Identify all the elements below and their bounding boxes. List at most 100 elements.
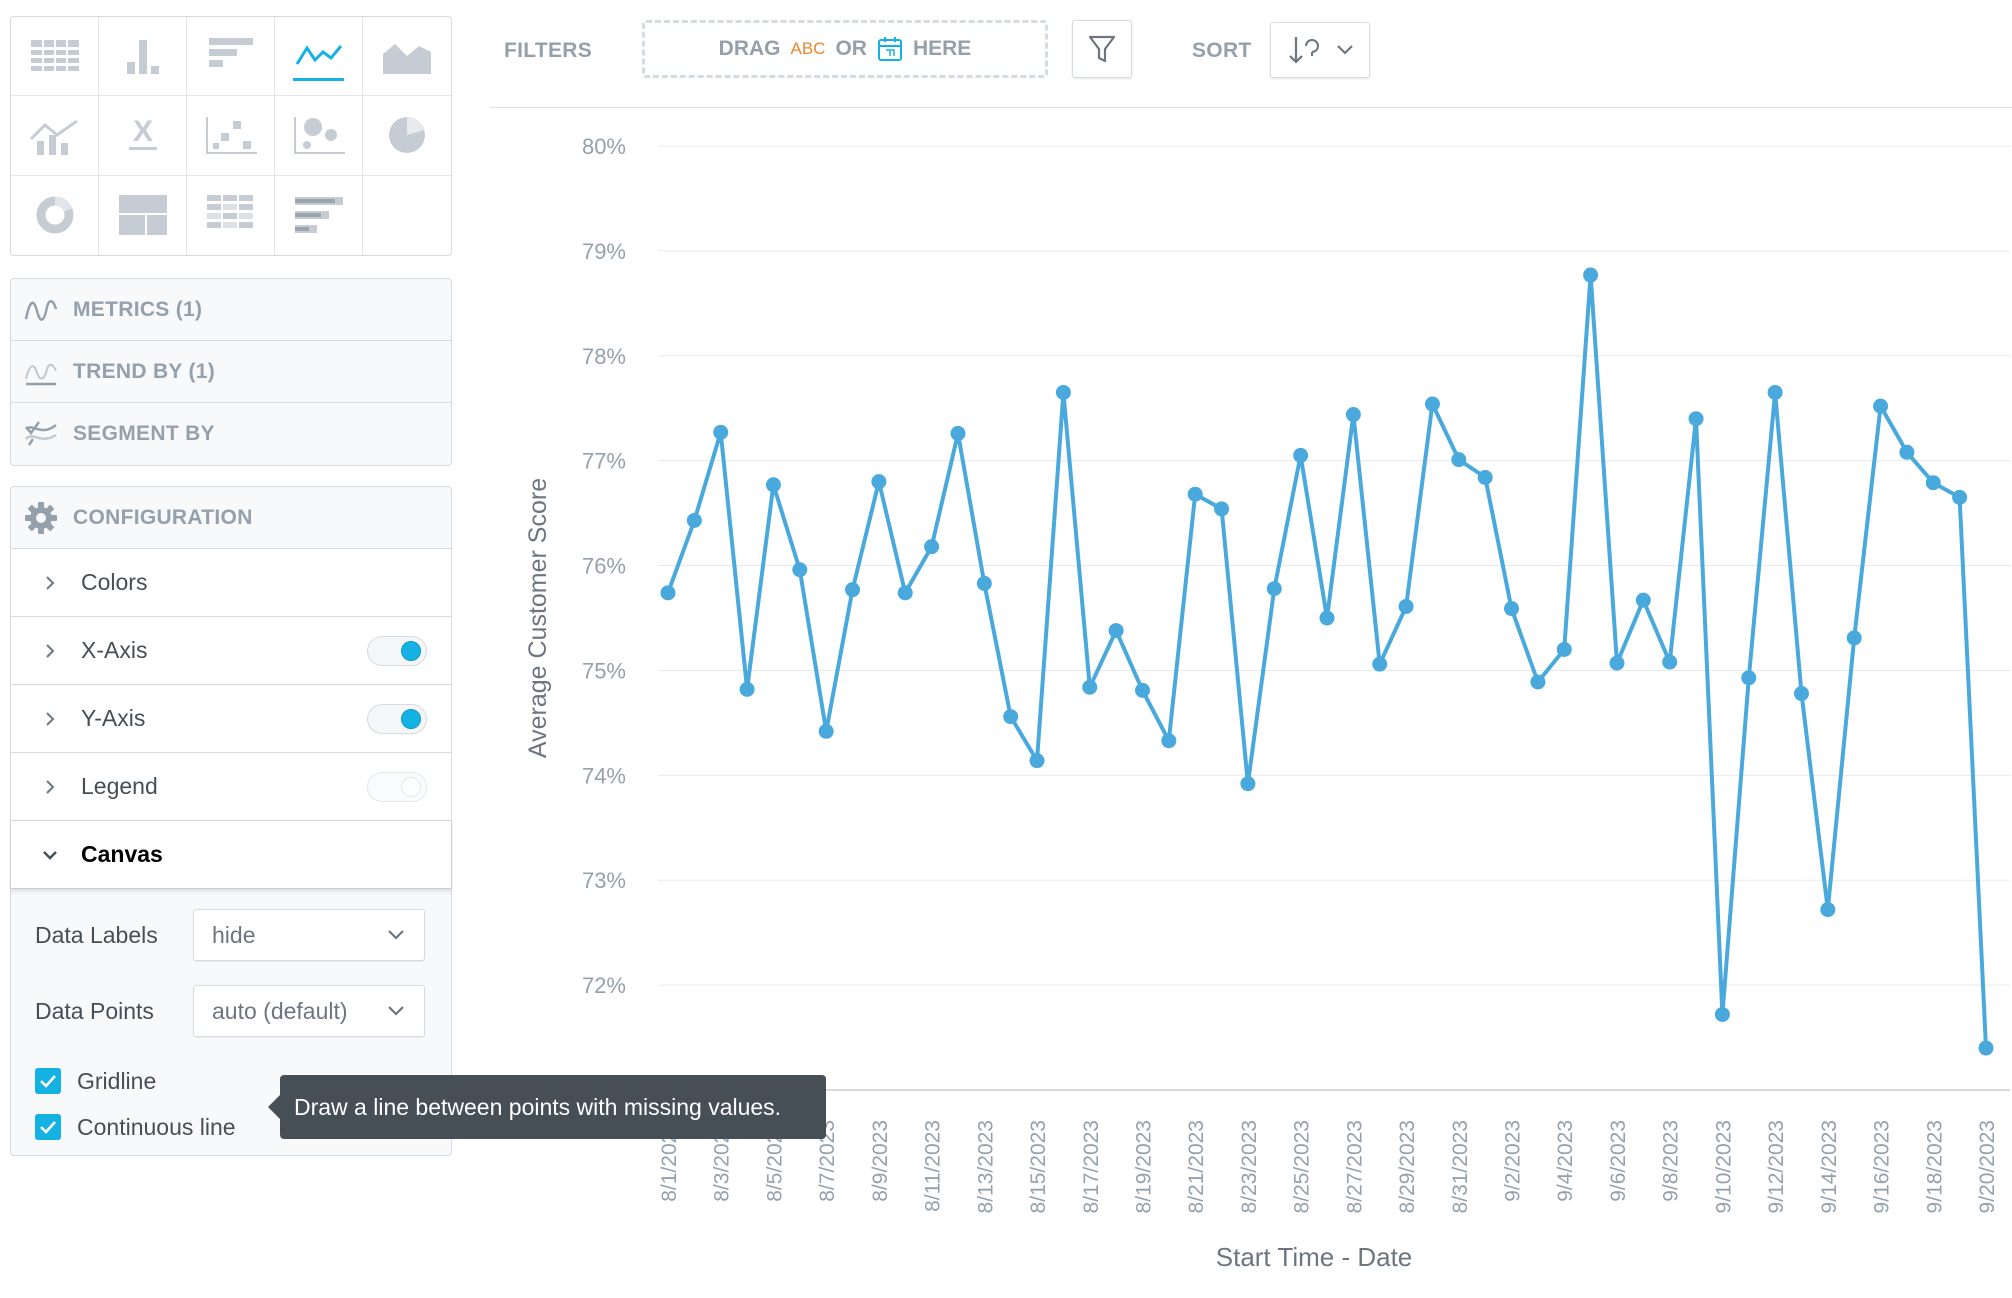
x-tick-label: 8/5/2023 — [763, 1120, 786, 1202]
configuration-title: CONFIGURATION — [73, 505, 253, 529]
data-point — [1530, 674, 1546, 690]
data-point — [660, 585, 676, 601]
viz-type-column[interactable] — [99, 17, 187, 97]
legend-toggle[interactable] — [367, 771, 427, 802]
y-tick-label: 74% — [582, 763, 626, 788]
viz-type-headline[interactable]: X — [99, 96, 187, 176]
table-icon — [30, 40, 79, 73]
viz-type-heatmap[interactable] — [187, 175, 275, 255]
continuous-line-label: Continuous line — [77, 1113, 236, 1140]
data-point — [1556, 641, 1572, 657]
data-point — [1451, 452, 1467, 468]
viz-type-treemap[interactable] — [99, 175, 187, 255]
x-axis-toggle[interactable] — [367, 635, 427, 666]
viz-type-pie[interactable] — [363, 96, 451, 176]
data-point — [1978, 1040, 1994, 1056]
header-divider — [490, 107, 2012, 108]
data-point — [1319, 610, 1335, 626]
x-tick-label: 9/4/2023 — [1554, 1120, 1577, 1202]
data-labels-select[interactable]: hide — [193, 909, 425, 961]
data-point — [1424, 396, 1440, 412]
filter-button[interactable] — [1072, 20, 1132, 78]
canvas-label: Canvas — [81, 841, 163, 867]
data-point — [1214, 501, 1230, 517]
segment-by-icon — [25, 421, 57, 446]
data-labels-field: Data Labels hide — [35, 909, 427, 961]
sort-button[interactable] — [1270, 22, 1370, 78]
viz-type-bubble[interactable] — [275, 96, 363, 176]
bubble-chart-icon — [293, 117, 345, 155]
data-point — [1873, 398, 1889, 414]
chevron-right-icon — [46, 779, 55, 794]
x-tick-label: 8/3/2023 — [711, 1120, 734, 1202]
data-point — [871, 474, 887, 490]
data-point — [1846, 630, 1862, 646]
gridline-checkbox[interactable] — [35, 1068, 61, 1094]
canvas-section[interactable]: Canvas — [11, 821, 451, 889]
x-tick-label: 9/10/2023 — [1712, 1120, 1735, 1213]
data-point — [924, 539, 940, 555]
metrics-icon — [24, 299, 58, 321]
data-point — [1029, 753, 1045, 769]
viz-type-bullet[interactable] — [275, 175, 363, 255]
data-points-select[interactable]: auto (default) — [193, 985, 425, 1037]
or-text: OR — [835, 37, 867, 60]
viz-type-donut[interactable] — [11, 175, 99, 255]
data-point — [1635, 592, 1651, 608]
series-line — [666, 273, 1988, 1049]
viz-type-scatter[interactable] — [187, 96, 275, 176]
data-point — [686, 512, 702, 528]
toggle-knob — [401, 776, 421, 797]
headline-icon: X — [128, 115, 157, 151]
filter-drop-zone[interactable]: DRAG ABC OR HERE — [642, 20, 1048, 78]
trend-by-bucket-label: TREND BY (1) — [73, 359, 216, 383]
canvas-settings: Data Labels hide Data Points auto (defau… — [11, 889, 451, 1147]
continuous-line-checkbox[interactable] — [35, 1114, 61, 1140]
chevron-down-icon — [388, 1006, 404, 1016]
y-axis-section[interactable]: Y-Axis — [11, 685, 451, 753]
y-tick-label: 76% — [582, 554, 626, 579]
x-tick-label: 8/21/2023 — [1185, 1120, 1208, 1213]
area-chart-icon — [383, 44, 431, 75]
y-tick-label: 79% — [582, 239, 626, 264]
colors-section[interactable]: Colors — [11, 549, 451, 617]
heatmap-icon — [206, 195, 253, 229]
viz-type-bar[interactable] — [187, 17, 275, 97]
sort-icon — [1288, 37, 1319, 64]
treemap-icon — [118, 195, 167, 236]
configuration-header: CONFIGURATION — [11, 487, 451, 549]
drag-text: DRAG — [718, 37, 781, 60]
trend-by-bucket[interactable]: TREND BY (1) — [11, 341, 451, 403]
y-axis-toggle[interactable] — [367, 703, 427, 734]
continuous-line-option[interactable]: Continuous line — [35, 1107, 427, 1147]
gridline-option[interactable]: Gridline — [35, 1061, 427, 1101]
x-axis-section[interactable]: X-Axis — [11, 617, 451, 685]
data-points-value: auto (default) — [212, 997, 348, 1024]
data-labels-value: hide — [212, 921, 256, 948]
data-labels-label: Data Labels — [35, 921, 158, 948]
viz-type-line[interactable] — [275, 17, 363, 97]
data-point — [1793, 686, 1809, 702]
trend-by-icon — [25, 363, 57, 385]
segment-by-bucket[interactable]: SEGMENT BY — [11, 403, 451, 465]
legend-section[interactable]: Legend — [11, 753, 451, 821]
line-chart: 80%79%78%77%76%75%74%73%72%71%Average Cu… — [524, 134, 2010, 1272]
chevron-down-icon — [1336, 45, 1353, 55]
data-point — [1609, 655, 1625, 671]
viz-type-table[interactable] — [11, 17, 99, 97]
viz-type-area[interactable] — [363, 17, 451, 97]
viz-type-combo[interactable] — [11, 96, 99, 176]
metrics-bucket[interactable]: METRICS (1) — [11, 279, 451, 341]
data-point — [1583, 267, 1599, 283]
data-point — [1688, 411, 1704, 427]
data-point — [845, 582, 861, 598]
x-tick-label: 9/16/2023 — [1871, 1120, 1894, 1213]
chevron-down-icon — [388, 930, 404, 940]
data-point — [1134, 682, 1150, 698]
x-tick-label: 8/7/2023 — [816, 1120, 839, 1202]
data-point — [1820, 902, 1836, 918]
data-point — [1266, 581, 1282, 597]
data-point — [1161, 733, 1177, 749]
legend-label: Legend — [81, 773, 158, 799]
buckets-panel: METRICS (1) TREND BY (1) SEGMENT BY — [10, 278, 452, 466]
